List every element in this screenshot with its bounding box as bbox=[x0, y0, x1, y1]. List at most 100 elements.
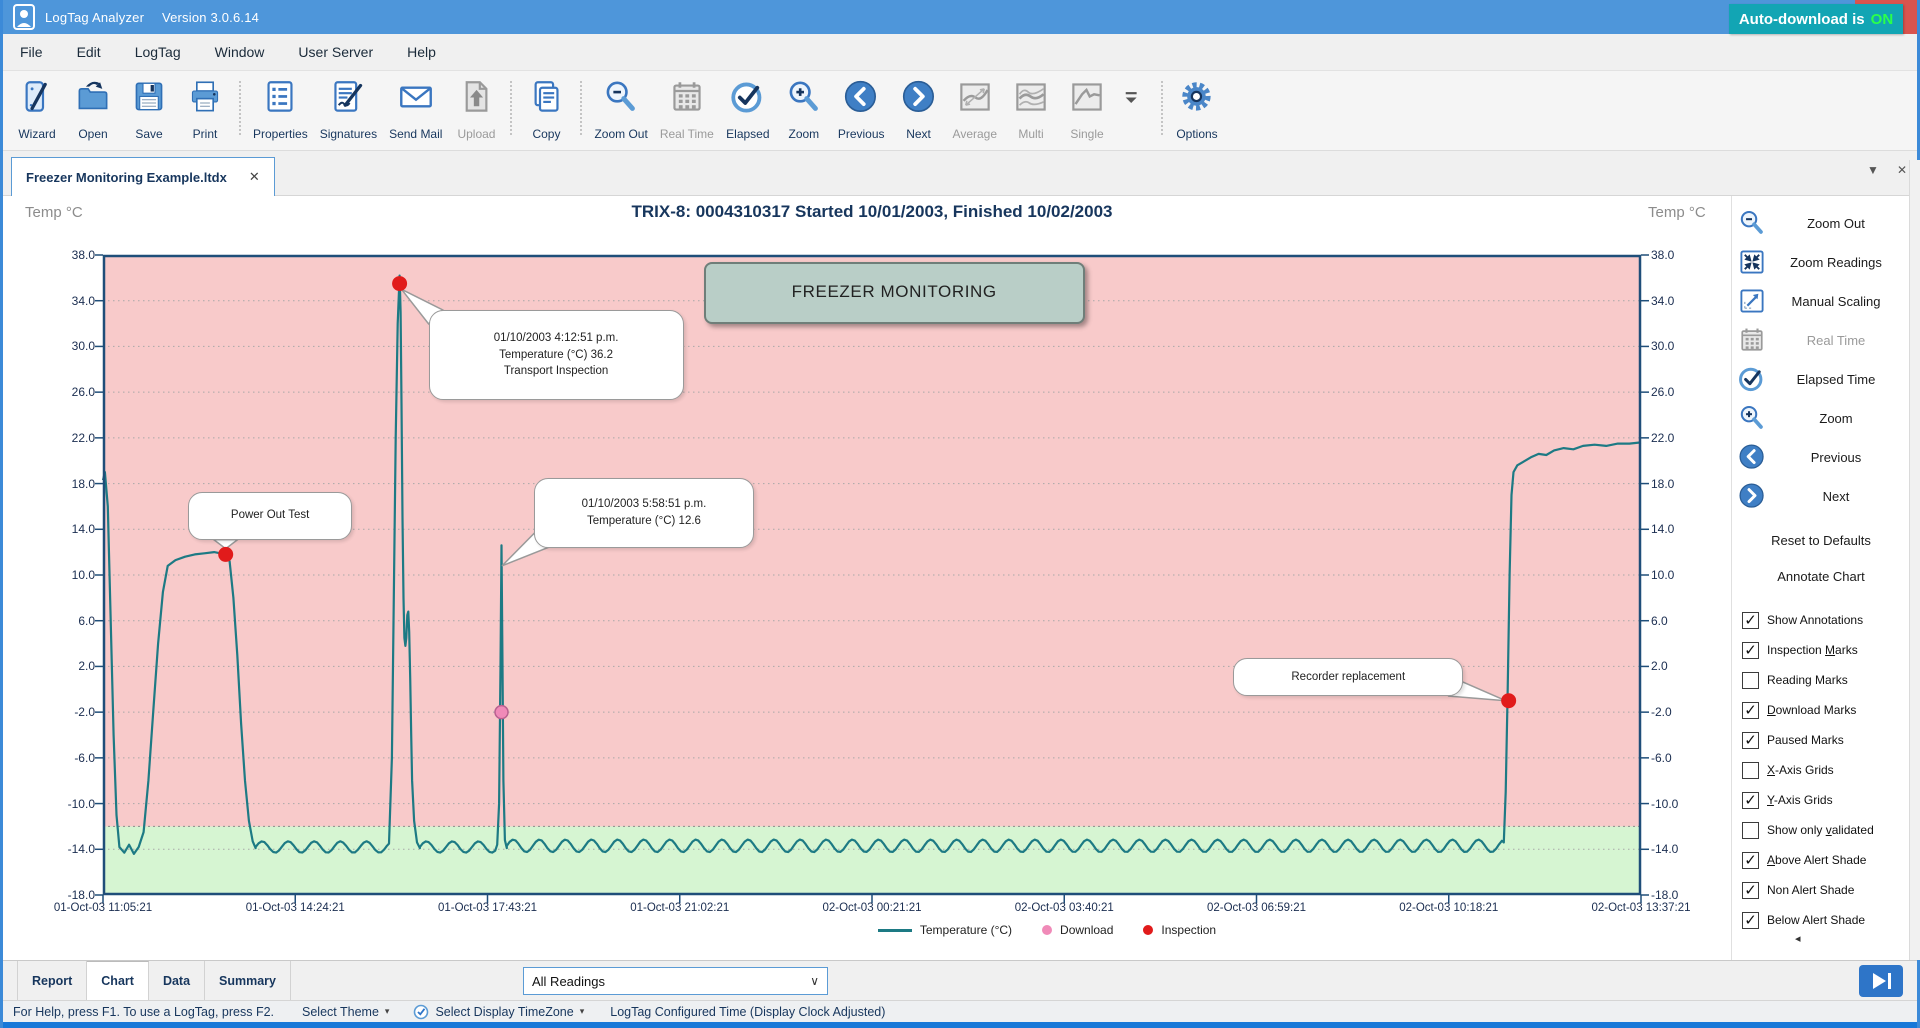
checkbox-paused-marks[interactable]: ✓ Paused Marks bbox=[1742, 729, 1910, 751]
annotation-power-out-test[interactable]: Power Out Test bbox=[188, 491, 353, 540]
upload-icon bbox=[466, 81, 488, 112]
toolbar-button-options[interactable]: Options bbox=[1169, 77, 1225, 143]
x-axis-label: 02-Oct-03 06:59:21 bbox=[1206, 902, 1307, 914]
y-axis-label: 14.0 bbox=[71, 522, 95, 537]
auto-download-badge[interactable]: Auto-download is ON bbox=[1729, 4, 1903, 34]
toolbar-button-elapsed[interactable]: Elapsed bbox=[720, 77, 776, 143]
toolbar-button-previous[interactable]: Previous bbox=[832, 77, 891, 143]
checkbox-label: Reading Marks bbox=[1767, 673, 1848, 687]
open-icon bbox=[78, 81, 108, 110]
checkbox-below-alert-shade[interactable]: ✓ Below Alert Shade bbox=[1742, 909, 1910, 931]
toolbar-button-properties[interactable]: Properties bbox=[247, 77, 314, 143]
readings-select[interactable]: All Readings ∨ bbox=[523, 967, 828, 995]
checkbox-inspection-marks[interactable]: ✓ Inspection Marks bbox=[1742, 639, 1910, 661]
annotation-recorder-replacement[interactable]: Recorder replacement bbox=[1233, 658, 1464, 697]
toolbar-button-label: Options bbox=[1176, 127, 1218, 141]
checkbox-label: Paused Marks bbox=[1767, 733, 1844, 747]
sidebar-button-previous[interactable]: Previous bbox=[1736, 440, 1906, 474]
bottom-tab-data[interactable]: Data bbox=[149, 961, 206, 1000]
document-tab[interactable]: Freezer Monitoring Example.ltdx ✕ bbox=[11, 157, 275, 196]
checkbox-box[interactable]: ✓ bbox=[1742, 731, 1759, 749]
toolbar-button-signatures[interactable]: Signatures bbox=[314, 77, 383, 143]
sidebar-button-real-time: Real Time bbox=[1736, 323, 1906, 357]
menu-item-window[interactable]: Window bbox=[214, 44, 265, 60]
sidebar-link-annotate-chart[interactable]: Annotate Chart bbox=[1777, 569, 1865, 584]
checkbox-reading-marks[interactable]: Reading Marks bbox=[1742, 669, 1910, 691]
toolbar-button-print[interactable]: Print bbox=[177, 77, 233, 143]
checkbox-non-alert-shade[interactable]: ✓ Non Alert Shade bbox=[1742, 879, 1910, 901]
statusbar-select-theme[interactable]: Select Theme ▾ bbox=[302, 1004, 390, 1019]
checkbox-box[interactable]: ✓ bbox=[1742, 701, 1759, 719]
legend-swatch bbox=[877, 928, 912, 932]
annotation-freezer-monitoring-banner[interactable]: FREEZER MONITORING bbox=[703, 261, 1085, 324]
checkbox-box[interactable]: ✓ bbox=[1742, 881, 1759, 899]
checkbox-above-alert-shade[interactable]: ✓ Above Alert Shade bbox=[1742, 849, 1910, 871]
bottom-tab-report[interactable]: Report bbox=[17, 961, 88, 1000]
previous-icon bbox=[1739, 444, 1764, 469]
toolbar-button-label: Real Time bbox=[659, 127, 714, 141]
dock-panel-button[interactable] bbox=[1859, 965, 1903, 997]
toolbar-button-wizard[interactable]: Wizard bbox=[9, 77, 65, 143]
zoomin-icon bbox=[789, 81, 818, 111]
sidebar-button-zoom-out[interactable]: Zoom Out bbox=[1736, 206, 1906, 240]
sidebar-button-zoom[interactable]: Zoom bbox=[1736, 401, 1906, 435]
plot-area[interactable]: Power Out Test 01/10/2003 4:12:51 p.m. Tem… bbox=[95, 254, 1649, 903]
sidebar-collapse-icon[interactable]: ◂ bbox=[1795, 933, 1801, 945]
sidebar-button-zoom-readings[interactable]: Zoom Readings bbox=[1736, 245, 1906, 279]
bottom-tab-summary[interactable]: Summary bbox=[205, 961, 292, 1000]
checkbox-box[interactable]: ✓ bbox=[1742, 611, 1759, 629]
tabstrip-close-icon[interactable]: ✕ bbox=[1896, 163, 1907, 177]
menu-item-help[interactable]: Help bbox=[407, 44, 436, 60]
checkbox-label: Below Alert Shade bbox=[1767, 913, 1866, 927]
checkbox-show-annotations[interactable]: ✓ Show Annotations bbox=[1742, 609, 1910, 631]
checkbox-box[interactable]: ✓ bbox=[1742, 851, 1759, 869]
checkbox-y-axis-grids[interactable]: ✓ Y-Axis Grids bbox=[1742, 789, 1910, 811]
next-icon bbox=[902, 80, 934, 112]
sidebar-link-reset-to-defaults[interactable]: Reset to Defaults bbox=[1771, 533, 1871, 548]
toolbar-button-open[interactable]: Open bbox=[65, 77, 121, 143]
statusbar-select-timezone[interactable]: Select Display TimeZone ▾ bbox=[413, 1004, 584, 1020]
toolbar-button-overflow[interactable] bbox=[1115, 77, 1155, 143]
toolbar-button-zoom-out[interactable]: Zoom Out bbox=[588, 77, 653, 143]
y-axis-label: 38.0 bbox=[71, 248, 95, 262]
toolbar-button-save[interactable]: Save bbox=[121, 77, 177, 143]
toolbar-button-label: Signatures bbox=[319, 127, 378, 141]
toolbar-button-send-mail[interactable]: Send Mail bbox=[383, 77, 448, 143]
menu-item-user-server[interactable]: User Server bbox=[298, 44, 374, 60]
checkbox-show-only-validated[interactable]: Show only validated bbox=[1742, 819, 1910, 841]
x-axis-label: 02-Oct-03 00:21:21 bbox=[822, 902, 922, 914]
checkbox-box[interactable] bbox=[1742, 671, 1759, 689]
annotation-transport-inspection[interactable]: 01/10/2003 4:12:51 p.m. Temperature (°C) … bbox=[428, 309, 684, 401]
y-axis-label: 10.0 bbox=[71, 568, 95, 582]
overflow-icon bbox=[1125, 92, 1137, 103]
temperature-chart[interactable] bbox=[95, 254, 1649, 903]
checkbox-box[interactable]: ✓ bbox=[1742, 641, 1759, 659]
left-axis-title: Temp °C bbox=[25, 204, 83, 221]
sidebar-button-elapsed-time[interactable]: Elapsed Time bbox=[1736, 362, 1906, 396]
tabstrip-dropdown-icon[interactable]: ▼ bbox=[1867, 163, 1879, 177]
checkbox-x-axis-grids[interactable]: X-Axis Grids bbox=[1742, 759, 1910, 781]
checkbox-box[interactable]: ✓ bbox=[1742, 911, 1759, 929]
sidebar-button-next[interactable]: Next bbox=[1736, 479, 1906, 513]
annotation-spike-reading[interactable]: 01/10/2003 5:58:51 p.m. Temperature (°C) … bbox=[533, 477, 755, 548]
toolbar-button-zoom[interactable]: Zoom bbox=[776, 77, 832, 143]
toolbar-button-next[interactable]: Next bbox=[891, 77, 947, 143]
menu-item-edit[interactable]: Edit bbox=[76, 44, 101, 60]
title-bar: LogTag Analyzer Version 3.0.6.14 ✕ bbox=[3, 0, 1917, 34]
checkbox-box[interactable]: ✓ bbox=[1742, 791, 1759, 809]
toolbar-button-copy[interactable]: Copy bbox=[518, 77, 574, 143]
bottom-tab-chart[interactable]: Chart bbox=[87, 961, 149, 1000]
sidebar-button-manual-scaling[interactable]: Manual Scaling bbox=[1736, 284, 1906, 318]
y-axis-label: -18.0 bbox=[67, 888, 95, 902]
toolbar-button-label: Zoom Out bbox=[594, 127, 648, 141]
save-icon bbox=[135, 82, 163, 111]
checkbox-box[interactable] bbox=[1742, 761, 1759, 779]
menu-item-logtag[interactable]: LogTag bbox=[134, 44, 181, 60]
checkbox-download-marks[interactable]: ✓ Download Marks bbox=[1742, 699, 1910, 721]
document-tab-close-icon[interactable]: ✕ bbox=[248, 169, 260, 184]
sidebar-scroll-strip[interactable] bbox=[1909, 160, 1920, 960]
readings-select-caret-icon: ∨ bbox=[810, 974, 819, 988]
checkbox-box[interactable] bbox=[1742, 821, 1759, 839]
menu-item-file[interactable]: File bbox=[20, 44, 43, 60]
